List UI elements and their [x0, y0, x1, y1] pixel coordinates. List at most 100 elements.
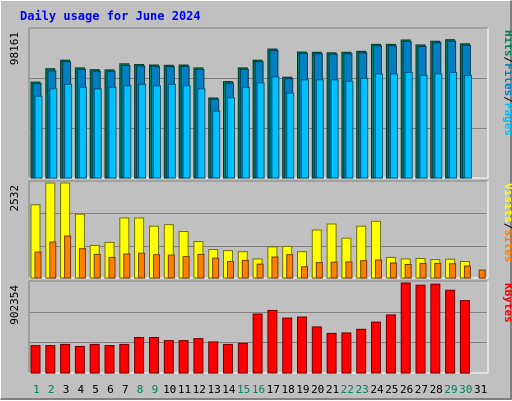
bar-sites: [34, 251, 42, 279]
x-tick-label: 10: [163, 383, 176, 396]
x-tick-label: 14: [222, 383, 236, 396]
legend-entry: KBytes: [502, 283, 512, 323]
bar-kbytes: [208, 341, 219, 374]
bar-pages: [34, 95, 43, 179]
bar-pages: [123, 85, 132, 179]
x-tick-label: 9: [152, 383, 159, 396]
bar-pages: [212, 110, 221, 179]
bar-sites: [153, 254, 160, 279]
bar-pages: [360, 77, 369, 179]
x-tick-label: 18: [281, 383, 294, 396]
bar-sites: [345, 261, 353, 279]
bar-sites: [167, 254, 175, 279]
bar-kbytes: [178, 340, 189, 374]
x-tick-label: 6: [107, 383, 114, 396]
bar-kbytes: [119, 343, 130, 374]
bar-sites: [64, 235, 72, 279]
bar-kbytes: [415, 284, 426, 374]
bar-kbytes: [267, 309, 278, 374]
bar-sites: [49, 241, 57, 279]
legend-separator: /: [502, 57, 512, 64]
bar-pages: [49, 88, 58, 179]
bar-pages: [167, 83, 176, 179]
bar-kbytes: [149, 337, 159, 374]
bar-kbytes: [297, 316, 307, 374]
bar-kbytes: [341, 332, 352, 374]
legend: Visits/Sites: [502, 183, 512, 263]
bar-pages: [78, 86, 87, 179]
bar-pages: [256, 82, 265, 179]
bar-sites: [197, 253, 205, 279]
bar-pages: [271, 76, 280, 179]
bar-pages: [301, 79, 309, 179]
bar-pages: [197, 88, 206, 179]
bar-pages: [138, 83, 147, 179]
bar-pages: [389, 73, 398, 179]
legend-entry: Sites: [502, 229, 512, 262]
bar-sites: [108, 256, 116, 279]
x-tick-label: 26: [400, 383, 413, 396]
y-max-label: 902354: [8, 285, 21, 325]
bar-sites: [315, 262, 323, 279]
bar-pages: [345, 80, 354, 179]
legend-entry: Pages: [502, 103, 512, 136]
x-tick-label: 23: [355, 383, 368, 396]
y-max-label: 2532: [8, 185, 21, 212]
bar-kbytes: [163, 340, 174, 374]
bar-kbytes: [400, 282, 411, 374]
bar-pages: [108, 86, 117, 179]
bar-kbytes: [45, 345, 56, 374]
x-tick-label: 13: [207, 383, 220, 396]
x-tick-label: 24: [370, 383, 384, 396]
bar-kbytes: [385, 314, 396, 374]
bar-kbytes: [74, 345, 85, 374]
bar-sites: [434, 262, 442, 279]
x-tick-label: 1: [33, 383, 40, 396]
y-max-label: 98161: [8, 32, 21, 65]
bar-sites: [227, 261, 234, 279]
x-tick-label: 2: [48, 383, 55, 396]
legend-entry: Files: [502, 63, 512, 96]
x-tick-label: 19: [296, 383, 309, 396]
bar-kbytes: [134, 337, 145, 374]
bar-kbytes: [356, 328, 367, 374]
x-tick-label: 16: [252, 383, 265, 396]
x-tick-label: 27: [415, 383, 428, 396]
chart-title: Daily usage for June 2024: [20, 9, 201, 23]
bar-kbytes: [60, 343, 71, 374]
bar-sites: [93, 253, 101, 279]
x-tick-label: 21: [326, 383, 339, 396]
bar-sites: [449, 263, 457, 279]
bar-pages: [315, 79, 324, 179]
bar-pages: [375, 73, 383, 179]
bar-sites: [404, 264, 412, 279]
bar-kbytes: [223, 343, 233, 374]
bar-sites: [478, 269, 486, 279]
bar-kbytes: [282, 317, 293, 374]
legend-separator: /: [502, 223, 512, 230]
x-tick-label: 28: [430, 383, 443, 396]
bar-kbytes: [30, 345, 41, 374]
bar-pages: [93, 88, 102, 179]
bar-sites: [419, 262, 427, 279]
labels-layer: 98161Hits/Files/Pages2532Visits/Sites902…: [8, 30, 512, 396]
bar-pages: [182, 85, 191, 179]
x-tick-label: 11: [178, 383, 191, 396]
bar-kbytes: [311, 326, 322, 374]
legend-separator: /: [502, 96, 512, 103]
bar-sites: [389, 262, 397, 279]
bar-sites: [256, 263, 264, 279]
x-tick-label: 5: [92, 383, 99, 396]
bar-sites: [138, 252, 146, 279]
bar-sites: [78, 248, 86, 279]
bar-sites: [375, 259, 382, 279]
bar-sites: [286, 254, 294, 279]
x-tick-label: 7: [122, 383, 129, 396]
x-tick-label: 4: [77, 383, 84, 396]
bar-kbytes: [326, 332, 337, 374]
bar-sites: [301, 266, 308, 279]
bars-layer: [30, 39, 486, 374]
bar-sites: [360, 260, 368, 279]
